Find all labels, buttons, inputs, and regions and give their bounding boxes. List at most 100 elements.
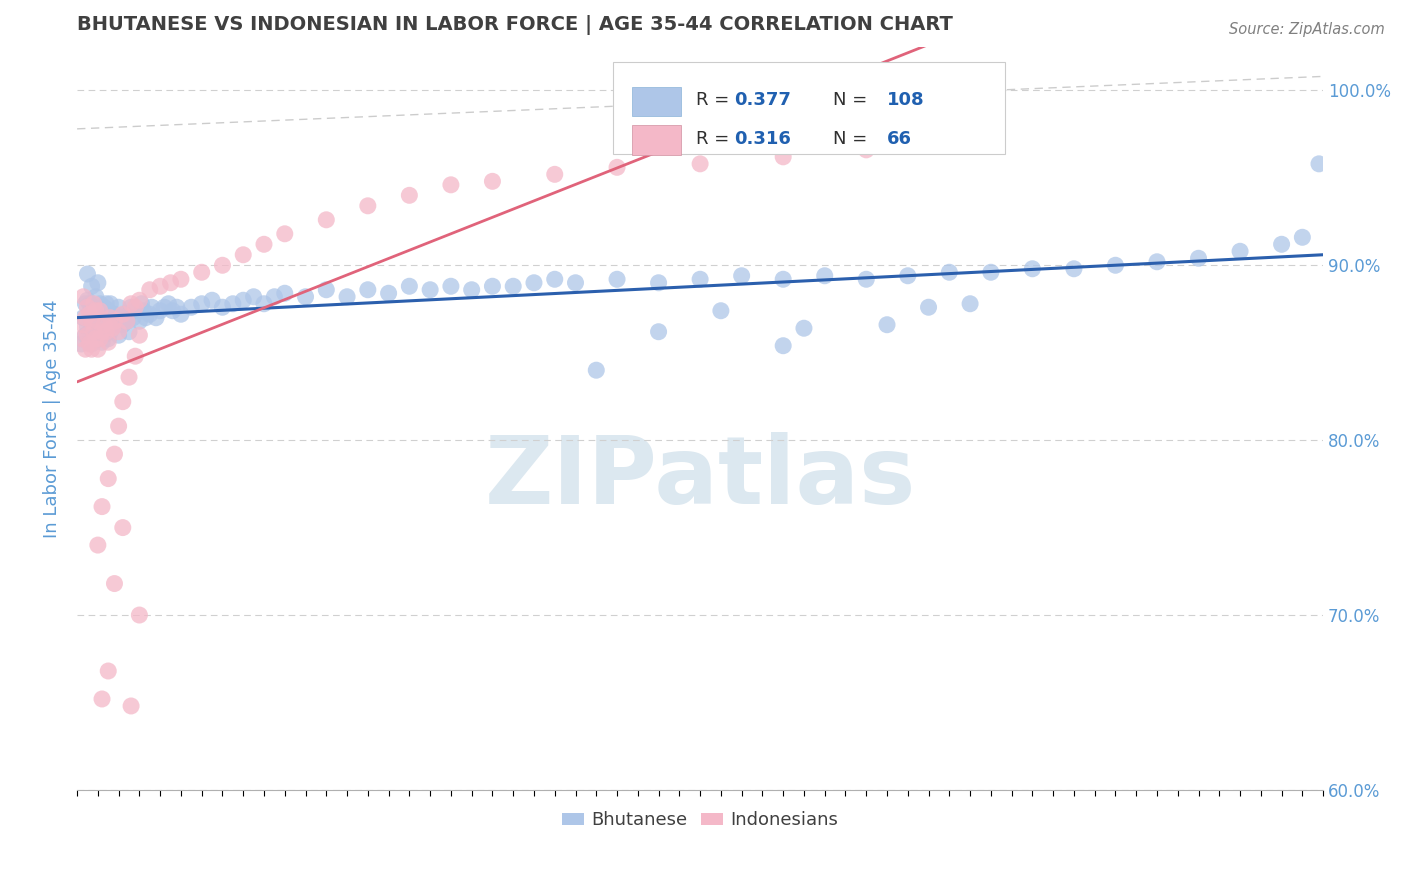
Point <box>87 342 110 356</box>
Point <box>336 290 359 304</box>
Point <box>1187 252 1209 266</box>
Point <box>80 342 103 356</box>
Point <box>585 363 607 377</box>
Point <box>103 447 125 461</box>
Point <box>76 293 98 308</box>
Point <box>232 248 254 262</box>
Point <box>315 212 337 227</box>
Point <box>606 272 628 286</box>
Point <box>75 310 97 325</box>
Point <box>91 500 114 514</box>
Point <box>128 607 150 622</box>
Point <box>101 321 124 335</box>
Point <box>222 297 245 311</box>
Point <box>128 314 150 328</box>
Point <box>70 337 93 351</box>
Point <box>97 303 120 318</box>
Text: N =: N = <box>834 129 868 148</box>
Point <box>398 279 420 293</box>
Point <box>97 664 120 678</box>
Point <box>75 297 97 311</box>
Point <box>647 276 669 290</box>
Point <box>107 419 129 434</box>
Text: 108: 108 <box>887 91 925 110</box>
Point <box>111 318 134 332</box>
Text: ZIPatlas: ZIPatlas <box>485 432 915 524</box>
Point <box>647 325 669 339</box>
Point <box>91 307 114 321</box>
Point <box>357 283 380 297</box>
Point <box>70 332 93 346</box>
Point <box>710 303 733 318</box>
Point <box>111 307 134 321</box>
Point <box>79 307 101 321</box>
Point <box>1291 230 1313 244</box>
Point <box>190 297 212 311</box>
Point <box>980 265 1002 279</box>
Point <box>855 272 877 286</box>
Point <box>83 300 105 314</box>
Point <box>419 283 441 297</box>
Point <box>83 328 105 343</box>
Point <box>91 335 114 350</box>
Point <box>89 303 111 318</box>
Point <box>80 337 103 351</box>
Point <box>72 318 94 332</box>
Point <box>481 174 503 188</box>
Point <box>120 698 142 713</box>
Point <box>141 300 163 314</box>
Point <box>938 265 960 279</box>
Text: Source: ZipAtlas.com: Source: ZipAtlas.com <box>1229 22 1385 37</box>
Point <box>398 188 420 202</box>
Point <box>79 337 101 351</box>
Point <box>103 314 125 328</box>
Point <box>124 303 146 318</box>
Point <box>80 279 103 293</box>
Point <box>135 310 157 325</box>
Point <box>1146 254 1168 268</box>
Point <box>120 297 142 311</box>
Point <box>118 325 141 339</box>
Point <box>263 290 285 304</box>
Point <box>460 283 482 297</box>
Point <box>87 276 110 290</box>
Point <box>1063 261 1085 276</box>
Point <box>1229 244 1251 259</box>
Point <box>772 339 794 353</box>
Point <box>96 325 118 339</box>
Point <box>111 394 134 409</box>
Point <box>132 303 155 318</box>
Point <box>97 335 120 350</box>
Point <box>89 332 111 346</box>
Point <box>772 272 794 286</box>
Point <box>76 267 98 281</box>
Point <box>75 342 97 356</box>
Point <box>114 307 136 321</box>
Point <box>84 332 107 346</box>
Point <box>75 328 97 343</box>
Point <box>107 325 129 339</box>
Point <box>440 178 463 192</box>
FancyBboxPatch shape <box>613 62 1005 154</box>
Point <box>96 325 118 339</box>
Text: R =: R = <box>696 91 735 110</box>
Point <box>124 300 146 314</box>
Point <box>139 283 162 297</box>
Point <box>481 279 503 293</box>
Point <box>128 293 150 308</box>
Point <box>772 150 794 164</box>
Point <box>689 157 711 171</box>
FancyBboxPatch shape <box>631 87 682 117</box>
Point <box>232 293 254 308</box>
Point <box>253 297 276 311</box>
Point <box>145 310 167 325</box>
Point <box>139 307 162 321</box>
Point <box>523 276 546 290</box>
Point <box>128 328 150 343</box>
Point <box>855 143 877 157</box>
Point <box>91 692 114 706</box>
Point <box>76 319 98 334</box>
Point <box>103 307 125 321</box>
Point <box>72 310 94 325</box>
Point <box>153 300 176 314</box>
